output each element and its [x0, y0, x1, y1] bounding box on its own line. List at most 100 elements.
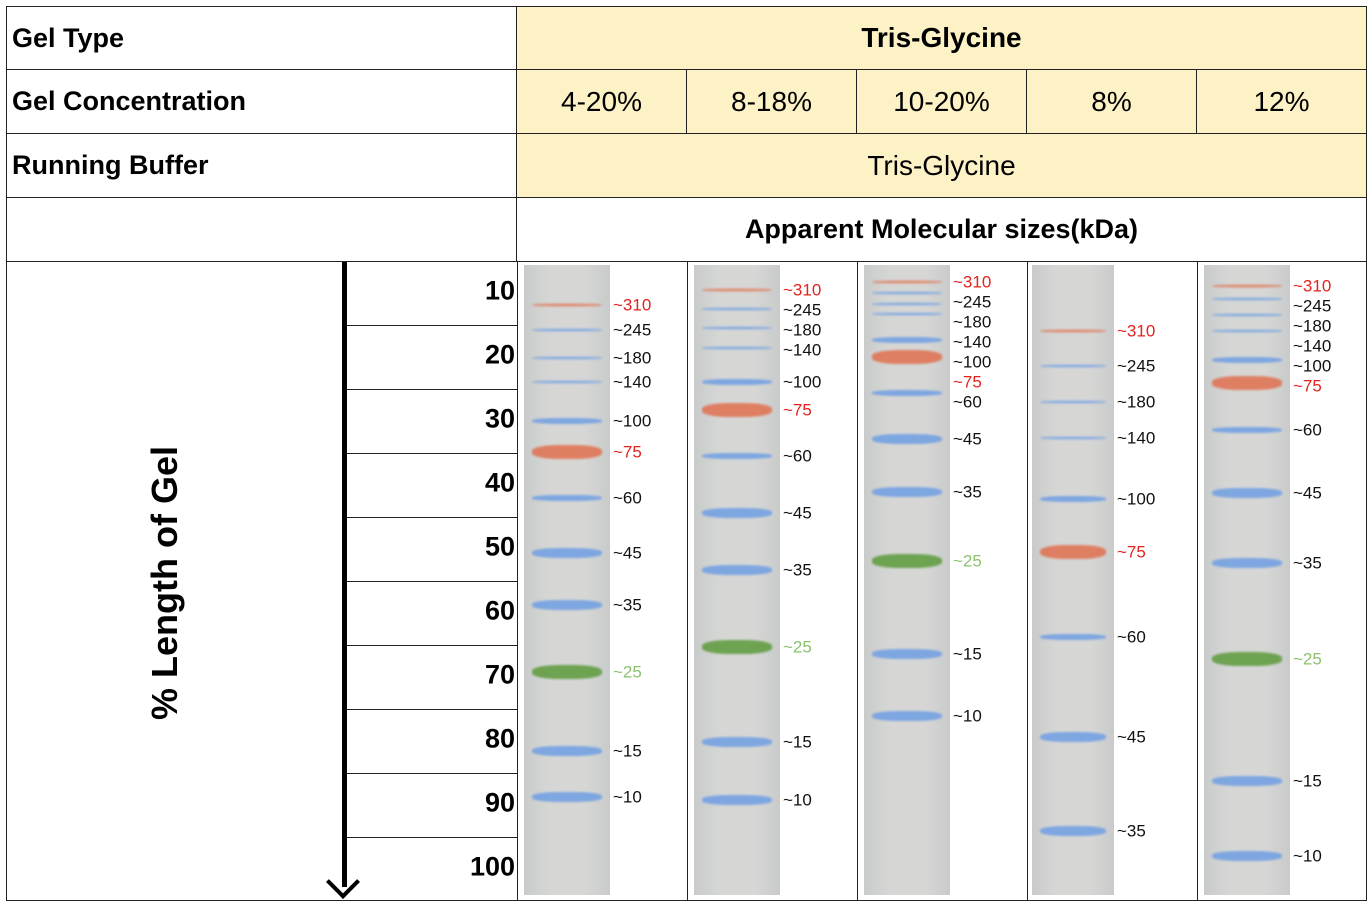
protein-band — [872, 389, 942, 396]
protein-band — [872, 433, 942, 444]
marker-label: ~100 — [783, 372, 822, 392]
gel-lane: ~310 ~245 ~180 ~140 ~100 ~75 ~60 ~45 ~35 ~25 ~15 ~1… — [1197, 262, 1368, 900]
gel-row: % Length of Gel 10 20 30 40 50 60 70 80 90 100 ~3… — [6, 261, 1367, 901]
marker-label: ~140 — [953, 332, 992, 352]
gel-concentration-label: Gel Concentration — [6, 69, 517, 134]
marker-label: ~60 — [953, 392, 982, 412]
marker-label: ~75 — [613, 442, 642, 462]
concentration-cell: 12% — [1196, 69, 1367, 134]
protein-band — [532, 664, 602, 679]
protein-band — [702, 639, 772, 654]
marker-label: ~245 — [1117, 356, 1156, 376]
protein-band — [1212, 284, 1282, 288]
protein-band — [1212, 488, 1282, 499]
protein-band — [702, 403, 772, 418]
axis-tick-label: 50 — [484, 531, 515, 562]
protein-band — [702, 453, 772, 460]
marker-label: ~140 — [613, 372, 652, 392]
axis-tick-label: 80 — [484, 723, 515, 754]
concentration-cell: 8-18% — [686, 69, 857, 134]
protein-band — [872, 486, 942, 497]
marker-label: ~100 — [1293, 356, 1332, 376]
protein-band — [702, 794, 772, 805]
axis-tick-label: 70 — [484, 659, 515, 690]
marker-label: ~310 — [783, 280, 822, 300]
marker-label: ~180 — [953, 312, 992, 332]
gridline — [347, 581, 517, 582]
axis-tick-label: 20 — [484, 339, 515, 370]
gel-lane: ~310 ~245 ~180 ~140 ~100 ~75 ~60 ~45 ~35 — [1027, 262, 1198, 900]
protein-band — [872, 554, 942, 569]
marker-label: ~75 — [953, 372, 982, 392]
marker-label: ~140 — [1293, 336, 1332, 356]
protein-band — [1040, 436, 1106, 440]
marker-label: ~245 — [953, 292, 992, 312]
protein-band — [1212, 776, 1282, 787]
marker-label: ~140 — [1117, 428, 1156, 448]
marker-label: ~15 — [1293, 771, 1322, 791]
concentration-cell: 8% — [1026, 69, 1197, 134]
gel-image — [864, 265, 950, 895]
gel-image — [1204, 265, 1290, 895]
marker-label: ~245 — [783, 300, 822, 320]
gridline — [347, 517, 517, 518]
marker-label: ~60 — [1117, 627, 1146, 647]
gel-image — [694, 265, 780, 895]
protein-band — [1040, 732, 1106, 743]
gel-lane: ~310 ~245 ~180 ~140 ~100 ~75 ~60 ~45 ~35 ~25 ~15 ~1… — [687, 262, 858, 900]
protein-band — [702, 508, 772, 519]
marker-label: ~310 — [1293, 276, 1332, 296]
protein-band — [532, 600, 602, 611]
axis-tick-label: 10 — [484, 275, 515, 306]
protein-band — [1040, 826, 1106, 837]
marker-label: ~60 — [1293, 420, 1322, 440]
protein-band — [532, 303, 602, 307]
marker-label: ~25 — [1293, 649, 1322, 669]
marker-label: ~60 — [783, 446, 812, 466]
marker-label: ~10 — [1293, 846, 1322, 866]
marker-label: ~35 — [1293, 553, 1322, 573]
protein-band — [532, 746, 602, 757]
protein-band — [1212, 313, 1282, 317]
marker-label: ~180 — [1293, 316, 1332, 336]
protein-band — [532, 380, 602, 384]
marker-label: ~15 — [783, 732, 812, 752]
protein-band — [872, 280, 942, 284]
protein-band — [532, 792, 602, 803]
protein-band — [532, 547, 602, 558]
protein-band — [532, 445, 602, 460]
protein-band — [872, 710, 942, 721]
protein-band — [702, 737, 772, 748]
marker-label: ~245 — [1293, 296, 1332, 316]
running-buffer-label: Running Buffer — [6, 133, 517, 198]
protein-band — [1040, 329, 1106, 333]
marker-label: ~45 — [1117, 727, 1146, 747]
gridline — [347, 453, 517, 454]
y-axis-label: % Length of Gel — [144, 446, 185, 720]
protein-band — [532, 417, 602, 424]
gridline — [347, 325, 517, 326]
protein-band — [1212, 652, 1282, 666]
protein-band — [1040, 634, 1106, 641]
marker-label: ~100 — [613, 411, 652, 431]
marker-label: ~180 — [1117, 392, 1156, 412]
marker-label: ~100 — [1117, 489, 1156, 509]
marker-label: ~25 — [783, 637, 812, 657]
marker-label: ~45 — [783, 503, 812, 523]
marker-label: ~35 — [1117, 821, 1146, 841]
marker-label: ~10 — [953, 706, 982, 726]
marker-label: ~75 — [783, 400, 812, 420]
gridline — [347, 389, 517, 390]
protein-band — [872, 302, 942, 306]
gel-lane: ~310 ~245 ~180 ~140 ~100 ~75 ~60 ~45 ~35 ~25 ~15 ~1… — [857, 262, 1028, 900]
gridline — [347, 709, 517, 710]
marker-label: ~35 — [953, 482, 982, 502]
protein-band — [1212, 329, 1282, 333]
axis-tick-label: 40 — [484, 467, 515, 498]
marker-label: ~10 — [783, 790, 812, 810]
marker-label: ~310 — [1117, 321, 1156, 341]
marker-label: ~100 — [953, 352, 992, 372]
gel-image — [1032, 265, 1114, 895]
gridline — [347, 645, 517, 646]
axis-tick-label: 60 — [484, 595, 515, 626]
